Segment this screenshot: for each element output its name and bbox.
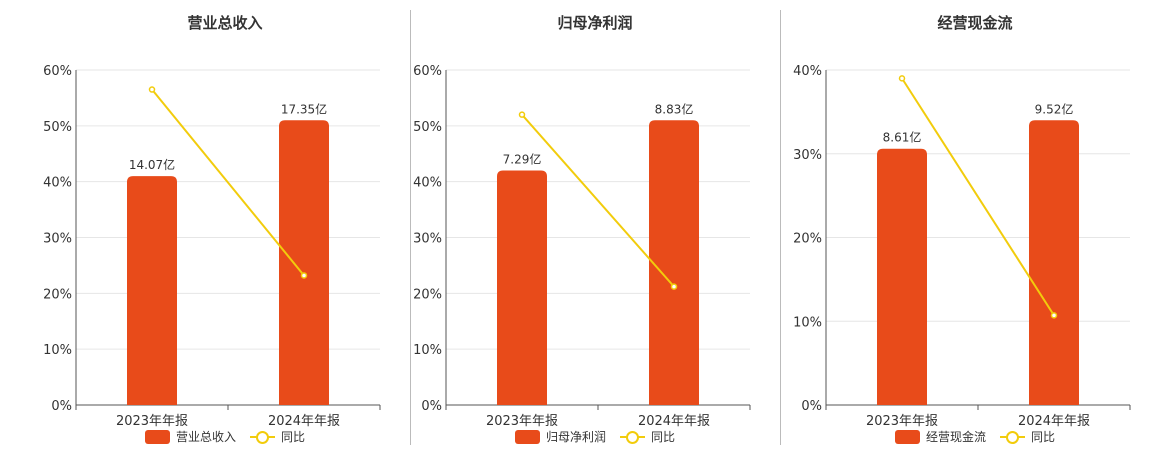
yoy-point xyxy=(300,272,308,279)
bar-value-label: 9.52亿 xyxy=(1035,101,1074,116)
y-tick-label: 30% xyxy=(413,232,442,247)
bar xyxy=(877,148,927,405)
yoy-line xyxy=(521,114,675,288)
legend-item-bar[interactable]: 营业总收入 xyxy=(144,428,236,445)
y-tick-label: 10% xyxy=(413,343,442,358)
y-tick-label: 20% xyxy=(43,287,72,302)
x-tick-label: 2023年年报 xyxy=(866,414,938,429)
legend: 经营现金流 同比 xyxy=(790,428,1160,445)
chart-panel-revenue: 营业总收入 0% 10% 20% 30% 40% 50% 60% 2023年年报 2024年年报… xyxy=(40,0,410,450)
y-tick-label: 30% xyxy=(793,148,822,163)
bar-value-label: 8.83亿 xyxy=(655,101,694,116)
legend-swatch-line xyxy=(250,430,275,444)
chart-title: 经营现金流 xyxy=(937,14,1013,32)
legend: 营业总收入 同比 xyxy=(40,428,410,445)
legend-label-bar: 营业总收入 xyxy=(175,430,236,444)
legend-label-line: 同比 xyxy=(1031,430,1056,444)
legend-swatch-bar xyxy=(514,429,540,444)
bar xyxy=(497,170,547,405)
legend-swatch-line xyxy=(620,430,645,444)
panel-divider xyxy=(410,10,411,445)
bar-value-label: 17.35亿 xyxy=(281,101,327,116)
legend-item-line[interactable]: 同比 xyxy=(620,428,675,445)
bar xyxy=(1029,120,1079,405)
yoy-point xyxy=(670,283,678,290)
x-tick-label: 2024年年报 xyxy=(268,414,340,429)
y-tick-label: 50% xyxy=(413,120,442,135)
legend-item-line[interactable]: 同比 xyxy=(250,428,305,445)
legend-swatch-bar xyxy=(894,429,920,444)
bar-value-label: 14.07亿 xyxy=(129,157,175,172)
y-tick-label: 40% xyxy=(413,176,442,191)
chart-title: 营业总收入 xyxy=(187,14,263,32)
y-tick-label: 0% xyxy=(421,399,442,414)
legend-label-line: 同比 xyxy=(281,430,306,444)
yoy-line xyxy=(151,88,305,277)
x-tick-label: 2023年年报 xyxy=(486,414,558,429)
legend: 归母净利润 同比 xyxy=(410,428,780,445)
y-tick-label: 10% xyxy=(793,315,822,330)
yoy-point xyxy=(898,75,906,82)
yoy-point xyxy=(1050,312,1058,319)
y-tick-label: 20% xyxy=(413,287,442,302)
y-tick-label: 60% xyxy=(43,64,72,79)
legend-label-bar: 归母净利润 xyxy=(545,430,606,444)
bar-value-label: 7.29亿 xyxy=(503,152,542,167)
y-tick-label: 30% xyxy=(43,232,72,247)
chart-svg-cash-flow: 0% 10% 20% 30% 40% 2023年年报 2024年年报 8.61亿 9.52亿 xyxy=(793,64,1131,429)
x-tick-label: 2024年年报 xyxy=(1018,414,1090,429)
chart-title: 归母净利润 xyxy=(557,14,633,32)
yoy-point xyxy=(518,111,526,118)
y-tick-label: 60% xyxy=(413,64,442,79)
chart-panel-net-profit: 归母净利润 0% 10% 20% 30% 40% 50% 60% 2023年年报 2024年年报… xyxy=(410,0,780,450)
chart-panel-cash-flow: 经营现金流 0% 10% 20% 30% 40% 2023年年报 2024年年报 8.61亿 9… xyxy=(790,0,1160,450)
legend-item-line[interactable]: 同比 xyxy=(1000,428,1055,445)
y-tick-label: 40% xyxy=(43,176,72,191)
bar xyxy=(279,120,329,405)
x-tick-label: 2023年年报 xyxy=(116,414,188,429)
legend-label-line: 同比 xyxy=(651,430,676,444)
yoy-line xyxy=(901,77,1055,316)
legend-label-bar: 经营现金流 xyxy=(925,430,986,444)
legend-item-bar[interactable]: 经营现金流 xyxy=(894,428,986,445)
y-tick-label: 0% xyxy=(51,399,72,414)
y-tick-label: 20% xyxy=(793,232,822,247)
y-tick-label: 40% xyxy=(793,64,822,79)
yoy-point xyxy=(148,86,156,93)
bar xyxy=(649,120,699,405)
x-tick-label: 2024年年报 xyxy=(638,414,710,429)
panel-divider xyxy=(780,10,781,445)
y-tick-label: 50% xyxy=(43,120,72,135)
legend-item-bar[interactable]: 归母净利润 xyxy=(514,428,606,445)
bar-value-label: 8.61亿 xyxy=(883,130,922,145)
bar xyxy=(127,176,177,405)
chart-svg-net-profit: 0% 10% 20% 30% 40% 50% 60% 2023年年报 2024年年报 7.29亿 8… xyxy=(413,64,751,429)
y-tick-label: 0% xyxy=(801,399,822,414)
legend-swatch-line xyxy=(1000,430,1025,444)
chart-svg-revenue: 0% 10% 20% 30% 40% 50% 60% 2023年年报 2024年年报 14.07亿… xyxy=(43,64,381,429)
legend-swatch-bar xyxy=(144,429,170,444)
y-tick-label: 10% xyxy=(43,343,72,358)
